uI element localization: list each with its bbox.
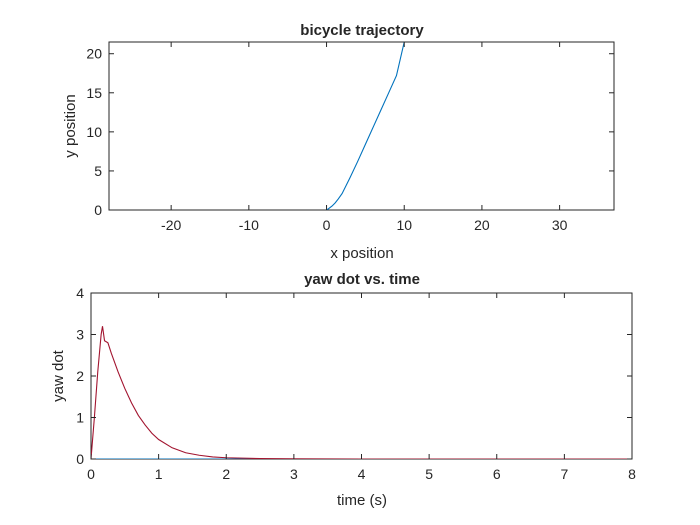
trajectory-xtick-label: 30 <box>552 217 568 233</box>
trajectory-xtick-label: -10 <box>239 217 259 233</box>
yaw-series-line-1 <box>91 326 632 459</box>
yaw-axes-box <box>90 292 633 460</box>
trajectory-xtick-label: 0 <box>323 217 331 233</box>
trajectory-ticks: -20 -10 0 10 20 30 0 5 10 15 20 <box>86 42 614 233</box>
yaw-ytick-label: 2 <box>76 368 84 384</box>
trajectory-xtick-label: 10 <box>396 217 412 233</box>
yaw-plot: 0 1 2 3 4 5 6 7 8 0 1 2 3 4 yaw dot vs. time time (s)… <box>50 271 636 509</box>
trajectory-ytick-label: 0 <box>94 202 102 218</box>
trajectory-ytick-label: 10 <box>86 124 102 140</box>
trajectory-ytick-label: 20 <box>86 46 102 62</box>
trajectory-axes-box <box>108 41 615 211</box>
trajectory-xtick-label: -20 <box>161 217 181 233</box>
yaw-ticks: 0 1 2 3 4 5 6 7 8 0 1 2 3 4 <box>76 285 636 482</box>
yaw-xtick-label: 4 <box>358 466 366 482</box>
yaw-ylabel: yaw dot <box>50 349 67 402</box>
yaw-ytick-label: 0 <box>76 451 84 467</box>
trajectory-ytick-label: 5 <box>94 163 102 179</box>
yaw-ytick-label: 3 <box>76 327 84 343</box>
trajectory-xlabel: x position <box>330 245 393 262</box>
yaw-xlabel: time (s) <box>337 492 387 509</box>
trajectory-ytick-label: 15 <box>86 85 102 101</box>
trajectory-title: bicycle trajectory <box>300 22 424 39</box>
trajectory-series-line-0 <box>326 42 405 210</box>
trajectory-plot: -20 -10 0 10 20 30 0 5 10 15 20 bicycle trajectory… <box>62 22 615 262</box>
yaw-xtick-label: 6 <box>493 466 501 482</box>
yaw-ytick-label: 1 <box>76 410 84 426</box>
yaw-xtick-label: 2 <box>222 466 230 482</box>
trajectory-marks <box>326 42 405 210</box>
trajectory-xtick-label: 20 <box>474 217 490 233</box>
trajectory-ylabel: y position <box>62 94 79 157</box>
yaw-xtick-label: 3 <box>290 466 298 482</box>
yaw-xtick-label: 5 <box>425 466 433 482</box>
yaw-marks <box>91 326 632 459</box>
yaw-xtick-label: 7 <box>560 466 568 482</box>
yaw-xtick-label: 8 <box>628 466 636 482</box>
yaw-ytick-label: 4 <box>76 285 84 301</box>
yaw-xtick-label: 1 <box>155 466 163 482</box>
yaw-xtick-label: 0 <box>87 466 95 482</box>
yaw-title: yaw dot vs. time <box>304 271 420 288</box>
